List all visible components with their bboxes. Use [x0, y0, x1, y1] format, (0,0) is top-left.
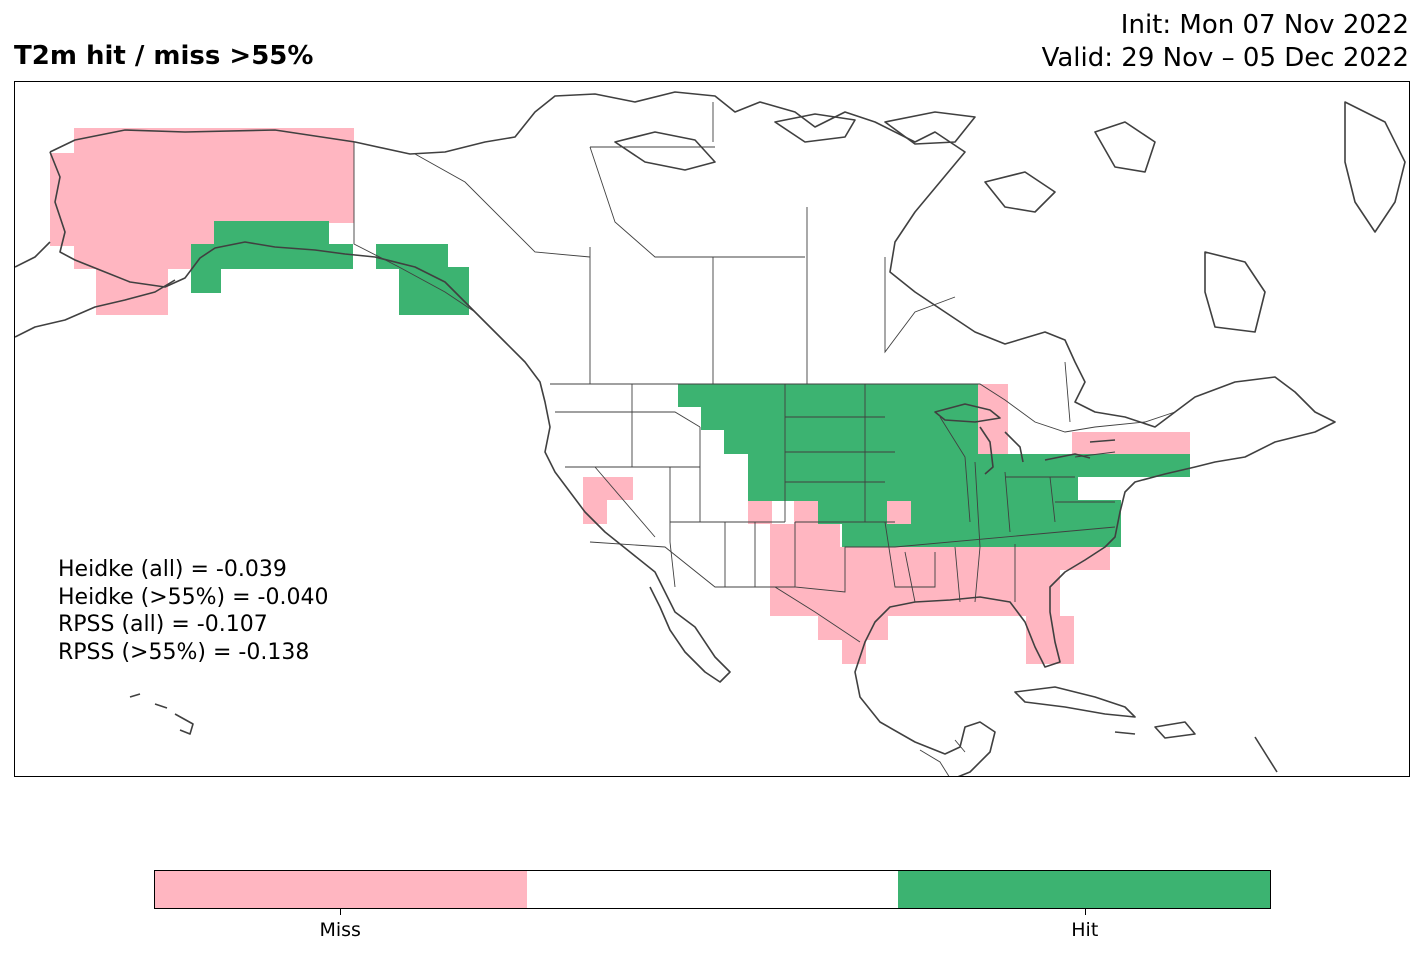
colorbar-neutral-segment [526, 871, 899, 908]
map-canvas [15, 91, 1406, 776]
hit-cells [191, 221, 1190, 547]
score-rpss-all: RPSS (all) = -0.107 [58, 612, 268, 637]
colorbar-label-hit: Hit [1071, 919, 1099, 941]
coastlines [15, 91, 1406, 776]
colorbar-hit-segment [898, 871, 1271, 908]
valid-period: Valid: 29 Nov – 05 Dec 2022 [1041, 43, 1409, 73]
colorbar [154, 870, 1271, 909]
score-heidke-all: Heidke (all) = -0.039 [58, 557, 287, 582]
map-panel [14, 81, 1410, 777]
miss-cells [50, 128, 1190, 664]
colorbar-tick-hit [1084, 909, 1086, 915]
colorbar-tick-miss [340, 909, 342, 915]
score-rpss-55: RPSS (>55%) = -0.138 [58, 639, 310, 665]
map-title: T2m hit / miss >55% [14, 41, 314, 71]
political-borders [353, 102, 1176, 776]
colorbar-label-miss: Miss [319, 919, 361, 941]
verification-scores: Heidke (all) = -0.039 Heidke (>55%) = -0… [58, 556, 328, 666]
score-heidke-55: Heidke (>55%) = -0.040 [58, 584, 329, 610]
init-date: Init: Mon 07 Nov 2022 [1120, 10, 1409, 40]
colorbar-miss-segment [155, 871, 527, 908]
